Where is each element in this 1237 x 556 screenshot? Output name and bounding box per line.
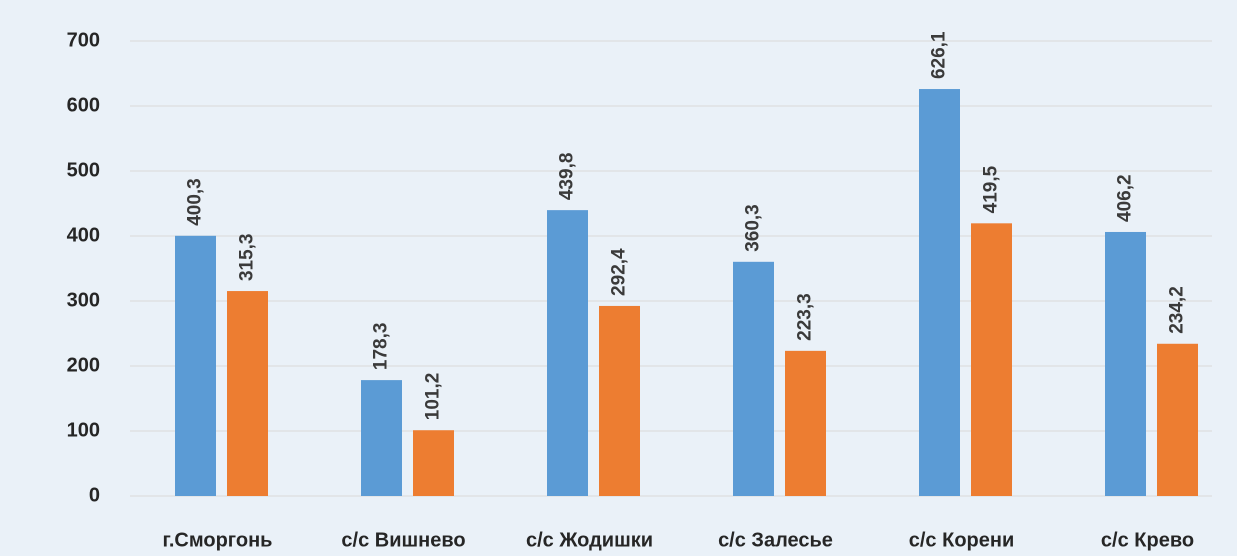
x-tick-label: с/с Залесье [718, 529, 833, 551]
y-tick-label: 0 [89, 484, 100, 506]
x-tick-label: с/с Вишнево [341, 529, 465, 551]
value-label: 626,1 [929, 31, 950, 79]
bar [361, 380, 402, 496]
y-tick-label: 700 [67, 29, 100, 51]
bar [413, 430, 454, 496]
x-tick-label: г.Сморгонь [163, 529, 273, 551]
value-label: 315,3 [237, 234, 258, 282]
y-tick-label: 500 [67, 159, 100, 181]
y-tick-label: 200 [67, 354, 100, 376]
bar [175, 235, 216, 496]
value-label: 223,3 [795, 293, 816, 341]
x-tick-label: с/с Жодишки [526, 529, 653, 551]
value-label: 400,3 [185, 178, 206, 226]
bar [785, 350, 826, 496]
bar [733, 261, 774, 496]
y-tick-label: 300 [67, 289, 100, 311]
bar [919, 89, 960, 496]
x-tick-label: с/с Крево [1101, 529, 1194, 551]
y-tick-label: 100 [67, 419, 100, 441]
bar [547, 210, 588, 496]
value-label: 439,8 [557, 153, 578, 201]
x-tick-label: с/с Корени [909, 529, 1015, 551]
y-tick-label: 600 [67, 94, 100, 116]
value-label: 406,2 [1115, 174, 1136, 222]
bar [1157, 343, 1198, 496]
value-label: 178,3 [371, 323, 392, 371]
bar [1105, 231, 1146, 496]
value-label: 101,2 [423, 373, 444, 421]
bar [227, 291, 268, 496]
y-tick-label: 400 [67, 224, 100, 246]
value-label: 292,4 [609, 248, 630, 296]
value-label: 419,5 [981, 165, 1002, 213]
bar [971, 223, 1012, 496]
value-label: 360,3 [743, 204, 764, 252]
bar [599, 305, 640, 496]
value-label: 234,2 [1167, 286, 1188, 334]
